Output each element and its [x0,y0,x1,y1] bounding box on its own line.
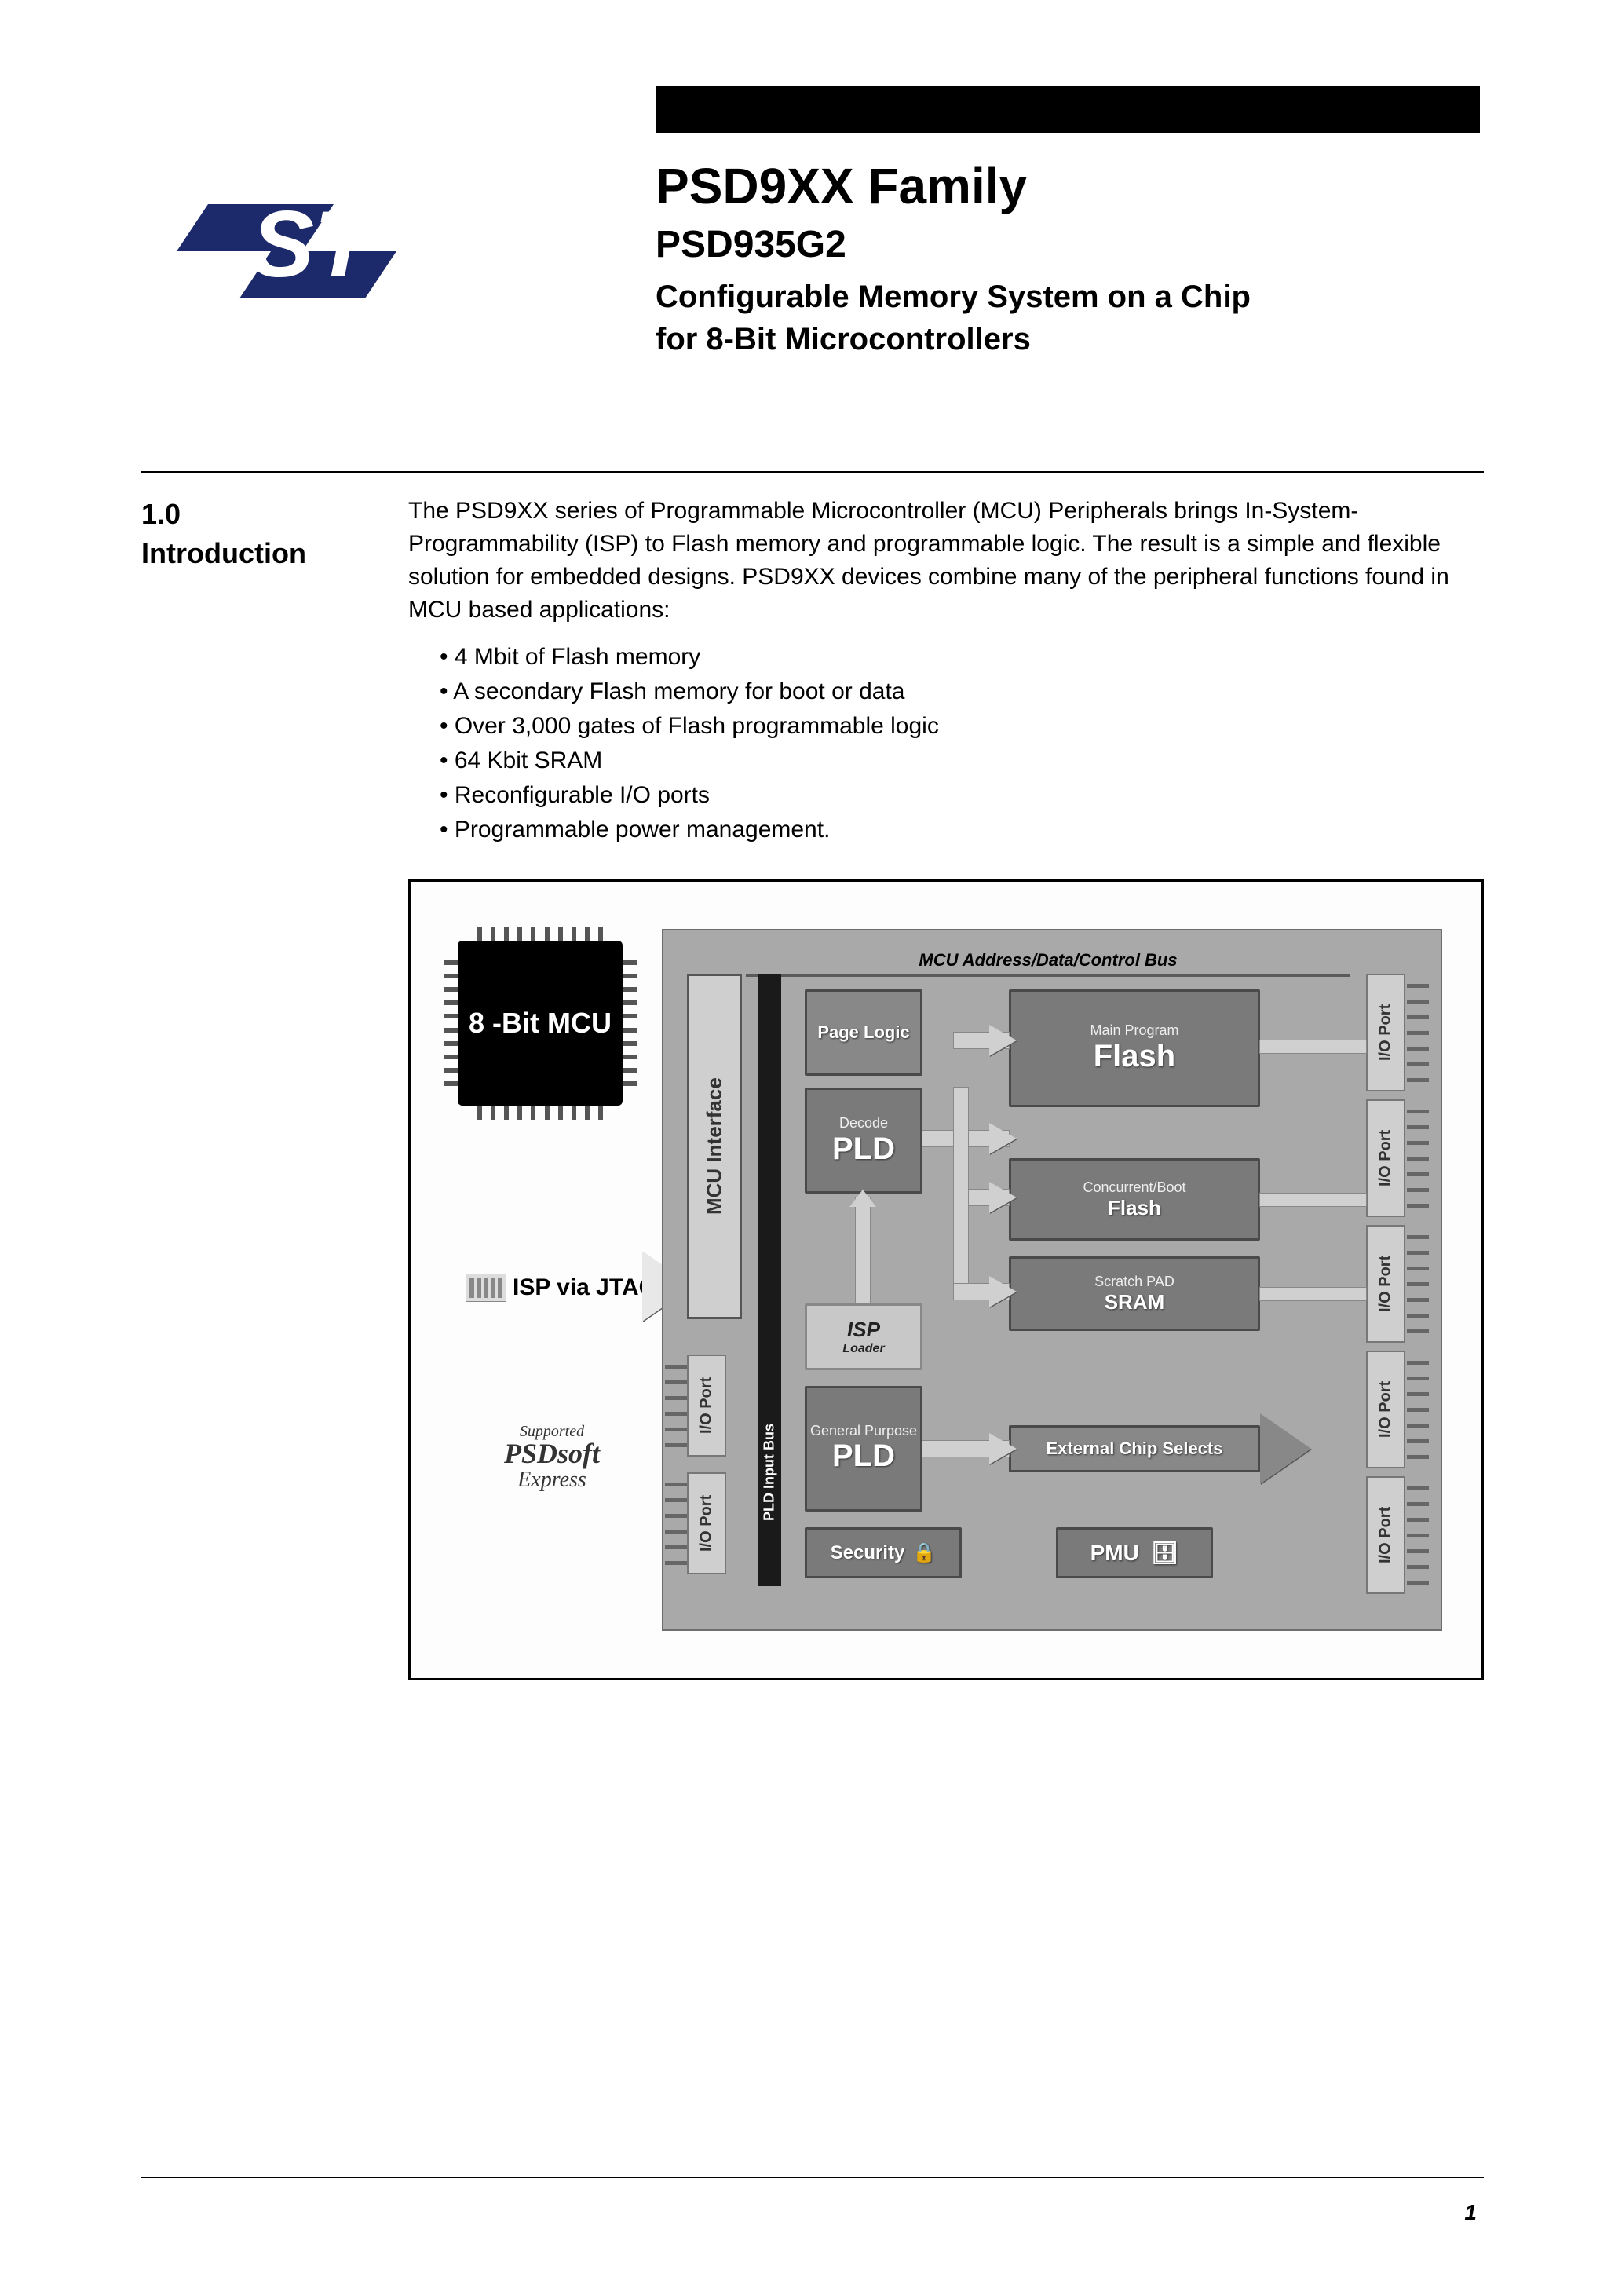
page-logic-block: Page Logic [805,989,922,1076]
io-pins [1407,1103,1429,1213]
security-block: Security 🔒 [805,1527,962,1578]
connector [856,1197,870,1303]
isp-loader-block: ISP Loader [805,1303,922,1370]
io-port-right: I/O Port [1366,1099,1405,1217]
loader-label: Loader [842,1342,884,1356]
scratch-pad-label: Scratch PAD [1094,1274,1174,1290]
main-flash-label: Flash [1094,1039,1175,1074]
mcu-interface-block: MCU Interface [687,974,742,1319]
io-pins [665,1358,687,1453]
sram-label: SRAM [1105,1290,1165,1314]
io-pins [665,1476,687,1570]
external-chip-selects-block: External Chip Selects [1009,1425,1260,1472]
arrow-icon [989,1433,1017,1464]
svg-text:ST: ST [251,192,378,297]
connector [1260,1194,1366,1206]
main-flash-block: Main Program Flash [1009,989,1260,1107]
arrow-icon [989,1123,1017,1154]
gp-pld-block: General Purpose PLD [805,1386,922,1512]
io-port-right: I/O Port [1366,1351,1405,1468]
header-black-bar [656,86,1480,133]
intro-section: 1.0 Introduction The PSD9XX series of Pr… [141,495,1484,848]
connector [954,1088,968,1292]
subtitle-line1: Configurable Memory System on a Chip [656,280,1251,314]
database-icon: 🗄 [1151,1540,1179,1566]
io-port-right: I/O Port [1366,1225,1405,1343]
gp-label: General Purpose [810,1424,917,1439]
mcu-label: 8 -Bit MCU [458,941,623,1106]
gp-pld-label: PLD [832,1439,895,1474]
pld-bus-label: PLD Input Bus [758,1370,781,1574]
mcu-chip: 8 -Bit MCU [458,941,623,1106]
datasheet-page: ST PSD9XX Family PSD935G2 Configurable M… [0,0,1622,2296]
block-diagram-figure: 8 -Bit MCU ISP via JTAG Supported PSDsof… [408,879,1484,1680]
horizontal-rule [141,471,1484,473]
intro-paragraph: The PSD9XX series of Programmable Microc… [408,498,1449,623]
product-family: PSD9XX Family [656,157,1480,215]
footer-rule [141,2177,1484,2178]
arrow-up-icon [849,1190,876,1207]
feature-item: Programmable power management. [440,813,1484,846]
feature-list: 4 Mbit of Flash memory A secondary Flash… [440,641,1484,846]
io-port-left: I/O Port [687,1355,726,1457]
security-label: Security [831,1542,905,1564]
arrow-icon [989,1182,1017,1213]
psdsoft-supported: Supported [469,1424,634,1439]
psdsoft-name: PSDsoft [469,1439,634,1468]
section-heading: 1.0 Introduction [141,495,377,574]
isp-jtag-text: ISP via JTAG [513,1274,657,1301]
page-number: 1 [1464,2200,1477,2225]
io-pins [1407,1480,1429,1590]
section-title: Introduction [141,537,306,569]
pmu-block: PMU 🗄 [1056,1527,1213,1578]
psd-block-diagram: MCU Address/Data/Control Bus MCU Interfa… [662,929,1442,1631]
feature-item: A secondary Flash memory for boot or dat… [440,675,1484,708]
io-port-right: I/O Port [1366,974,1405,1091]
jtag-pins-icon [466,1274,506,1302]
isp-label: ISP [847,1318,880,1342]
connector [1260,1040,1366,1053]
concurrent-boot-label: Concurrent/Boot [1083,1179,1185,1196]
connector [1260,1288,1366,1300]
feature-item: Over 3,000 gates of Flash programmable l… [440,710,1484,743]
subtitle-line2: for 8-Bit Microcontrollers [656,322,1031,356]
io-pins [1407,1355,1429,1464]
sram-block: Scratch PAD SRAM [1009,1256,1260,1331]
io-pins [1407,978,1429,1088]
io-pins [1407,1229,1429,1339]
main-program-label: Main Program [1090,1022,1178,1039]
isp-jtag-label: ISP via JTAG [466,1270,657,1305]
boot-flash-block: Concurrent/Boot Flash [1009,1158,1260,1241]
lock-icon: 🔒 [912,1541,936,1564]
st-logo: ST [177,181,412,306]
arrow-icon [989,1025,1017,1056]
arrow-icon [989,1276,1017,1307]
subtitle: Configurable Memory System on a Chip for… [656,276,1480,360]
mcu-text: 8 -Bit MCU [469,1007,612,1039]
feature-item: 64 Kbit SRAM [440,744,1484,777]
feature-item: 4 Mbit of Flash memory [440,641,1484,674]
title-block: PSD9XX Family PSD935G2 Configurable Memo… [656,157,1480,360]
section-number: 1.0 [141,498,181,530]
decode-label: Decode [839,1115,888,1132]
pmu-label: PMU [1090,1541,1139,1566]
decode-pld-label: PLD [832,1132,895,1167]
psdsoft-logo: Supported PSDsoft Express [469,1424,634,1491]
page-logic-label: Page Logic [817,1023,909,1042]
ecs-label: External Chip Selects [1047,1439,1223,1459]
section-body: The PSD9XX series of Programmable Microc… [408,495,1484,848]
psdsoft-express: Express [469,1469,634,1491]
io-port-left: I/O Port [687,1472,726,1574]
boot-flash-label: Flash [1108,1196,1161,1220]
ecs-arrow [1260,1413,1311,1484]
decode-pld-block: Decode PLD [805,1088,922,1194]
top-bus-line [746,974,1350,977]
top-bus-label: MCU Address/Data/Control Bus [750,950,1346,974]
feature-item: Reconfigurable I/O ports [440,779,1484,812]
part-number: PSD935G2 [656,223,1480,266]
io-port-right: I/O Port [1366,1476,1405,1594]
